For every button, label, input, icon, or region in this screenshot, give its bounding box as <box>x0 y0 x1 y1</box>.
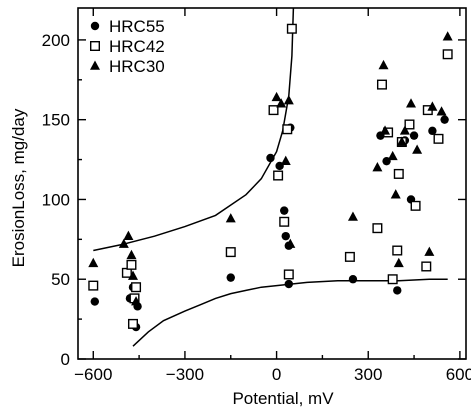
data-point-hrc55 <box>284 279 294 289</box>
data-point-hrc42 <box>410 200 421 211</box>
data-point-hrc30 <box>285 238 296 248</box>
data-point-hrc30 <box>424 246 435 256</box>
x-tick-label: 600 <box>446 365 471 384</box>
data-point-hrc42 <box>387 274 398 285</box>
data-point-hrc30 <box>396 136 407 146</box>
data-point-hrc30 <box>123 230 134 240</box>
data-point-hrc42 <box>442 49 453 60</box>
data-point-hrc42 <box>393 168 404 179</box>
x-tick-label: 300 <box>354 365 382 384</box>
legend-marker-hrc55 <box>90 21 100 31</box>
lower-curve <box>132 278 448 347</box>
data-point-hrc30 <box>427 101 438 111</box>
axes: −600 −300 0 300 600 0 50 100 150 200 <box>42 7 471 384</box>
data-points <box>88 23 453 332</box>
data-point-hrc30 <box>280 155 291 165</box>
y-tick-label: 200 <box>42 31 70 50</box>
data-point-hrc55 <box>393 286 402 295</box>
data-point-hrc42 <box>433 133 444 144</box>
y-tick-label: 50 <box>51 270 70 289</box>
x-tick-label: −300 <box>166 365 204 384</box>
x-tick-label: −600 <box>74 365 112 384</box>
data-point-hrc55 <box>281 231 290 241</box>
data-point-hrc30 <box>406 98 417 108</box>
data-point-hrc55 <box>348 275 358 284</box>
data-point-hrc30 <box>436 106 447 116</box>
data-point-hrc30 <box>88 257 99 268</box>
data-point-hrc30 <box>387 150 398 161</box>
fit-curves <box>93 8 448 347</box>
legend-label-hrc42: HRC42 <box>109 37 165 56</box>
data-point-hrc55 <box>409 131 419 140</box>
legend-marker-hrc42 <box>89 41 100 52</box>
series-hrc55 <box>90 115 449 332</box>
data-point-hrc42 <box>126 259 137 270</box>
data-point-hrc30 <box>131 296 142 306</box>
data-point-hrc30 <box>399 125 410 135</box>
data-point-hrc42 <box>392 245 403 256</box>
data-point-hrc55 <box>440 115 449 124</box>
data-point-hrc30 <box>372 162 383 172</box>
data-point-hrc55 <box>226 273 235 282</box>
data-point-hrc55 <box>280 206 289 215</box>
data-point-hrc30 <box>442 31 453 41</box>
data-point-hrc30 <box>225 213 236 223</box>
data-point-hrc42 <box>131 282 142 293</box>
data-point-hrc42 <box>127 318 138 329</box>
data-point-hrc42 <box>344 251 355 262</box>
legend-label-hrc55: HRC55 <box>109 17 165 36</box>
data-point-hrc42 <box>268 105 279 116</box>
data-point-hrc42 <box>376 79 387 90</box>
data-point-hrc30 <box>276 98 287 108</box>
plot-frame <box>77 7 467 360</box>
y-tick-label: 150 <box>42 111 70 130</box>
legend-label-hrc30: HRC30 <box>109 57 165 76</box>
data-point-hrc30 <box>412 144 423 154</box>
data-point-hrc30 <box>118 238 129 248</box>
data-point-hrc42 <box>273 170 284 181</box>
x-axis-title: Potential, mV <box>232 389 334 408</box>
x-tick-label: 0 <box>272 365 281 384</box>
data-point-hrc42 <box>279 216 290 227</box>
data-point-hrc30 <box>390 189 401 199</box>
data-point-hrc30 <box>283 95 294 105</box>
data-point-hrc30 <box>126 249 137 260</box>
y-axis-title: ErosionLoss, mg/day <box>9 108 28 267</box>
data-point-hrc30 <box>380 125 391 135</box>
data-point-hrc42 <box>283 269 294 280</box>
series-hrc30 <box>88 31 453 306</box>
data-point-hrc30 <box>271 91 282 102</box>
data-point-hrc42 <box>282 124 293 135</box>
data-point-hrc55 <box>90 297 100 306</box>
data-point-hrc42 <box>421 261 432 272</box>
upper-curve <box>93 8 295 252</box>
data-point-hrc30 <box>347 211 358 221</box>
data-point-hrc42 <box>225 247 236 258</box>
data-point-hrc55 <box>428 126 437 136</box>
y-tick-label: 0 <box>61 350 70 369</box>
data-point-hrc42 <box>286 23 297 34</box>
data-point-hrc42 <box>372 223 383 234</box>
y-tick-label: 100 <box>42 190 70 209</box>
legend-marker-hrc30 <box>90 60 100 70</box>
data-point-hrc30 <box>393 257 404 268</box>
data-point-hrc42 <box>404 119 415 130</box>
data-point-hrc30 <box>127 270 138 280</box>
data-point-hrc30 <box>378 59 389 70</box>
data-point-hrc42 <box>88 280 99 291</box>
data-point-hrc55 <box>266 153 275 163</box>
